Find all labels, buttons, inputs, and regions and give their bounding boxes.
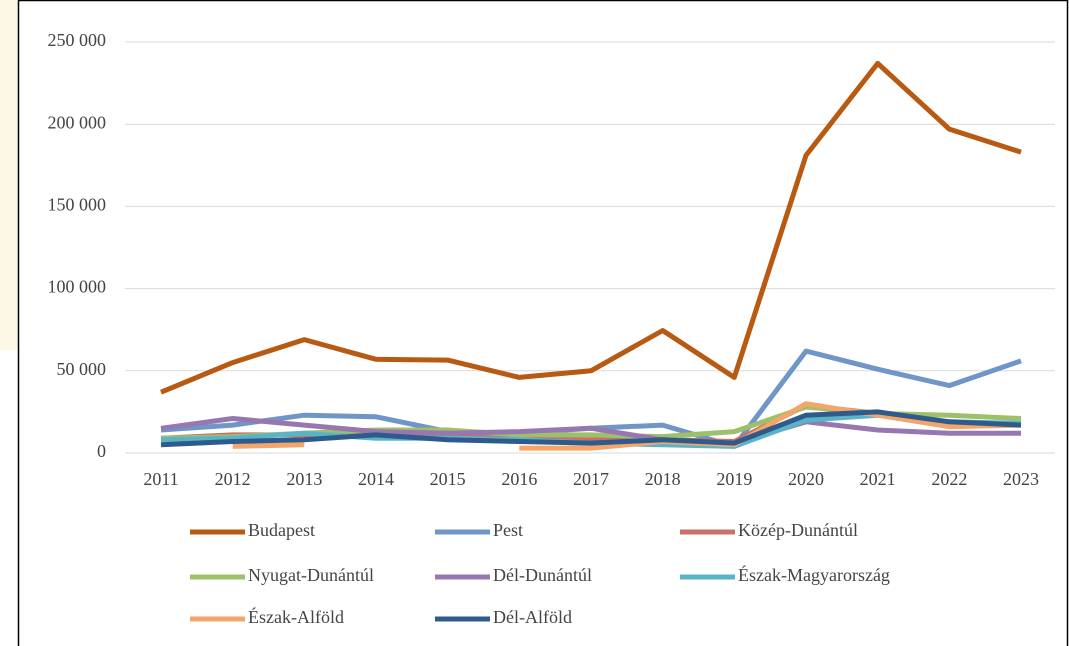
y-tick-label: 200 000 bbox=[48, 112, 107, 132]
x-tick-label: 2012 bbox=[215, 469, 251, 489]
legend-label: Budapest bbox=[248, 520, 315, 540]
y-tick-label: 150 000 bbox=[48, 195, 107, 215]
chart-frame bbox=[17, 0, 1069, 646]
legend-label: Észak-Magyarország bbox=[738, 564, 890, 585]
side-shade bbox=[0, 0, 18, 350]
legend-label: Pest bbox=[493, 520, 523, 540]
x-tick-label: 2013 bbox=[286, 469, 322, 489]
x-tick-label: 2014 bbox=[358, 469, 394, 489]
x-tick-label: 2022 bbox=[931, 469, 967, 489]
legend-label: Dél-Alföld bbox=[493, 607, 572, 627]
x-tick-label: 2019 bbox=[716, 469, 752, 489]
x-tick-label: 2015 bbox=[430, 469, 466, 489]
legend-label: Nyugat-Dunántúl bbox=[248, 565, 374, 585]
legend-label: Közép-Dunántúl bbox=[738, 520, 858, 540]
series-line bbox=[160, 409, 1022, 448]
series-line bbox=[160, 60, 1022, 395]
x-tick-label: 2016 bbox=[501, 469, 537, 489]
y-tick-label: 0 bbox=[97, 441, 106, 461]
x-tick-label: 2011 bbox=[143, 469, 178, 489]
series-line bbox=[160, 416, 1021, 446]
y-tick-label: 50 000 bbox=[57, 359, 107, 379]
x-tick-label: 2017 bbox=[573, 469, 609, 489]
x-tick-label: 2018 bbox=[645, 469, 681, 489]
legend-label: Dél-Dunántúl bbox=[493, 565, 592, 585]
series-line bbox=[232, 401, 1022, 451]
x-tick-label: 2020 bbox=[788, 469, 824, 489]
y-tick-label: 100 000 bbox=[48, 277, 107, 297]
legend-label: Észak-Alföld bbox=[248, 606, 344, 627]
x-tick-label: 2023 bbox=[1003, 469, 1039, 489]
x-tick-label: 2021 bbox=[860, 469, 896, 489]
y-tick-label: 250 000 bbox=[48, 30, 107, 50]
